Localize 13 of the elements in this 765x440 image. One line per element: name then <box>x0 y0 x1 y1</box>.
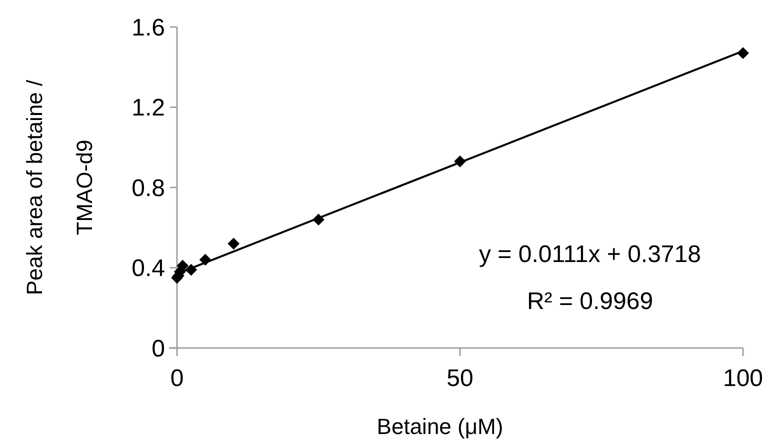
annotation: y = 0.0111x + 0.3718 <box>479 241 701 268</box>
y-tick-label: 0 <box>152 335 165 362</box>
y-tick-label: 0.8 <box>132 174 165 202</box>
x-tick-label: 0 <box>170 365 184 392</box>
y-tick-label: 0.4 <box>132 255 165 282</box>
y-tick-label: 1.2 <box>132 94 165 122</box>
point <box>228 238 240 250</box>
x-axis-title: Betaine (μM) <box>376 414 504 439</box>
annotation: R² = 0.9969 <box>526 288 654 315</box>
x-tick-label: 50 <box>446 365 474 392</box>
y-tick-label: 1.6 <box>132 14 165 42</box>
y-axis-title: Peak area of betaine / TMAO-d9 <box>22 78 97 296</box>
x-tick-label: 100 <box>722 365 764 392</box>
